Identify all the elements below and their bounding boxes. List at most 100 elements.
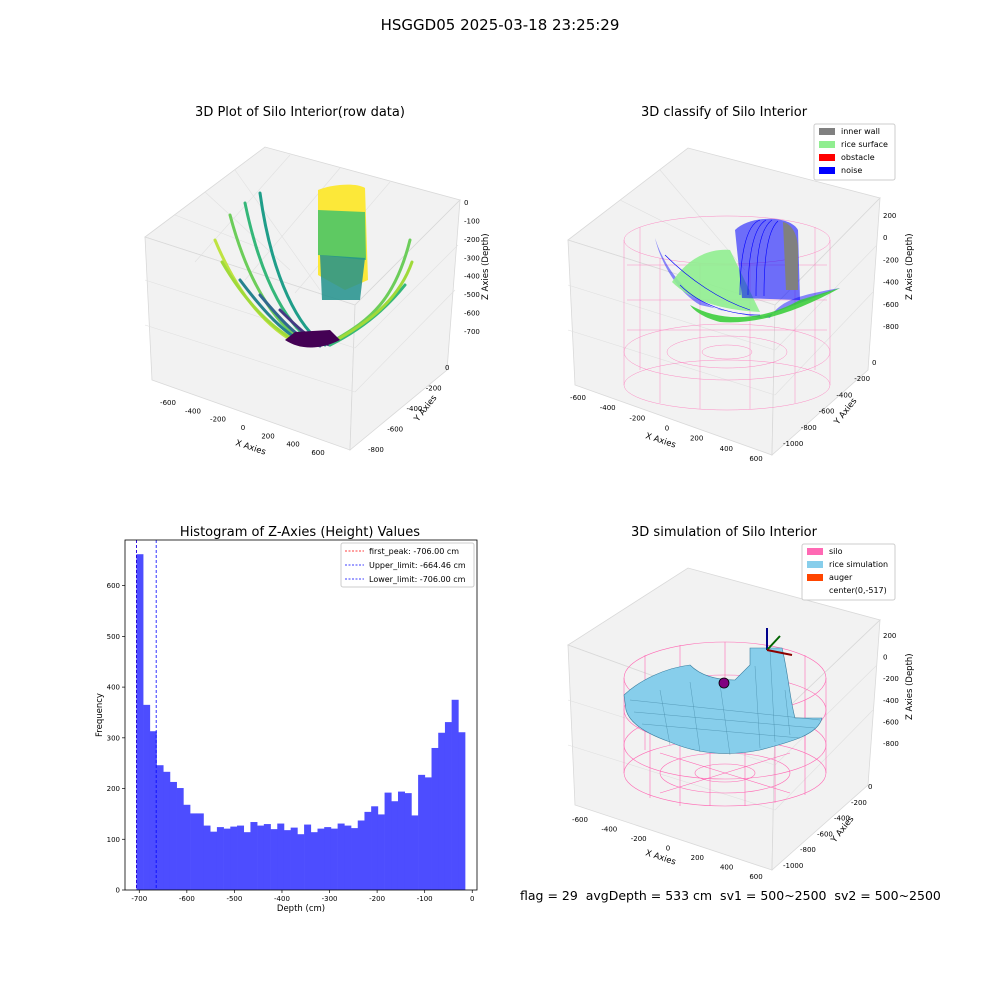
histogram-ytick-label: 300 <box>107 734 120 742</box>
histogram-bar <box>310 832 318 890</box>
z-tick-label: -400 <box>464 273 480 281</box>
histogram-xtick-label: -500 <box>226 895 242 903</box>
z-tick-label: -100 <box>464 217 480 225</box>
z-tick-label: -200 <box>464 236 480 244</box>
histogram-bar <box>317 828 325 890</box>
histogram-bar <box>364 811 372 890</box>
histogram-bar <box>351 828 359 890</box>
x-tick-label: 600 <box>311 449 324 457</box>
histogram-bar <box>283 830 291 890</box>
histogram-bar <box>424 777 432 890</box>
z-tick-label: -200 <box>883 256 899 264</box>
x-tick-label: -400 <box>185 407 201 415</box>
x-tick-label: 200 <box>261 432 274 440</box>
plot3d-simulation: 3D simulation of Silo Interior <box>567 525 915 881</box>
histogram-bar <box>397 791 405 890</box>
y-tick-label: 0 <box>872 359 876 367</box>
histogram-bar <box>330 828 338 890</box>
y-tick-label: -200 <box>426 385 442 393</box>
plot3d-classify: 3D classify of Silo Interior <box>567 105 915 463</box>
legend-first-peak: first_peak: -706.00 cm <box>369 547 459 556</box>
x-tick-label: 0 <box>241 424 245 432</box>
z-tick-label: -200 <box>883 675 899 683</box>
histogram-bar <box>230 826 238 890</box>
x-tick-label: 200 <box>690 435 703 443</box>
x-tick-label: 400 <box>720 445 733 453</box>
x-tick-label: -400 <box>600 404 616 412</box>
plot3d-raw-title: 3D Plot of Silo Interior(row data) <box>195 105 405 120</box>
histogram-ytick-label: 600 <box>107 582 120 590</box>
histogram-bar <box>324 827 332 890</box>
z-tick-label: -400 <box>883 697 899 705</box>
y-tick-label: -400 <box>836 391 852 399</box>
histogram-xtick-label: -100 <box>417 895 433 903</box>
histogram-bar <box>337 823 345 890</box>
histogram-panel: Histogram of Z-Axies (Height) Values -70… <box>95 525 478 914</box>
histogram-xtick-label: -400 <box>274 895 290 903</box>
plot3d-simulation-legend: silo rice simulation auger center(0,-517… <box>801 543 896 601</box>
histogram-bar <box>344 825 352 890</box>
plot3d-raw-xlabel: X Axies <box>234 438 267 457</box>
x-tick-label: 400 <box>720 864 733 872</box>
z-tick-label: -600 <box>883 301 899 309</box>
y-tick-label: -200 <box>854 375 870 383</box>
histogram-ytick-label: 500 <box>107 633 120 641</box>
histogram-bar <box>143 704 151 890</box>
histogram-xtick-label: -200 <box>369 895 385 903</box>
z-tick-label: 0 <box>883 234 887 242</box>
legend-auger: auger <box>829 573 853 582</box>
y-tick-label: -400 <box>834 815 850 823</box>
histogram-bar <box>377 814 385 890</box>
x-tick-label: -600 <box>572 816 588 824</box>
x-tick-label: -200 <box>210 416 226 424</box>
y-tick-label: -1000 <box>783 862 803 870</box>
plot3d-simulation-xlabel: X Axies <box>644 848 677 867</box>
histogram-bar <box>169 781 177 890</box>
histogram-title: Histogram of Z-Axies (Height) Values <box>180 525 420 540</box>
histogram-xtick-label: -600 <box>179 895 195 903</box>
histogram-bar <box>196 813 204 890</box>
histogram-bar <box>444 722 452 890</box>
plot3d-classify-legend: inner wall rice surface obstacle noise <box>813 123 896 181</box>
histogram-xtick-label: -300 <box>322 895 338 903</box>
histogram-bar <box>304 824 312 890</box>
histogram-bar <box>384 792 392 890</box>
histogram-bar <box>250 822 258 890</box>
histogram-ytick-label: 200 <box>107 785 120 793</box>
histogram-bar <box>438 732 446 890</box>
histogram-bars <box>136 554 466 890</box>
x-tick-label: 0 <box>666 845 670 853</box>
histogram-bar <box>418 774 426 890</box>
x-tick-label: -600 <box>570 394 586 402</box>
z-tick-label: -700 <box>464 328 480 336</box>
x-tick-label: 200 <box>691 854 704 862</box>
histogram-ytick-label: 100 <box>107 836 120 844</box>
z-tick-label: 200 <box>883 212 896 220</box>
histogram-bar <box>277 823 285 890</box>
histogram-bar <box>136 554 144 890</box>
histogram-bar <box>357 820 365 890</box>
x-tick-label: 600 <box>749 873 762 881</box>
legend-center: center(0,-517) <box>829 586 887 595</box>
y-tick-label: -800 <box>801 424 817 432</box>
plot3d-classify-ylabel: Y Axies <box>832 396 860 428</box>
plot3d-simulation-title: 3D simulation of Silo Interior <box>631 525 818 540</box>
histogram-reference-lines <box>136 540 157 890</box>
histogram-xlabel: Depth (cm) <box>277 904 325 914</box>
y-tick-label: 0 <box>868 783 872 791</box>
y-tick-label: 0 <box>445 364 449 372</box>
histogram-bar <box>237 825 245 890</box>
histogram-bar <box>156 765 164 890</box>
legend-inner-wall: inner wall <box>841 127 880 136</box>
z-tick-label: -600 <box>464 310 480 318</box>
y-tick-label: -600 <box>387 426 403 434</box>
z-tick-label: -600 <box>883 718 899 726</box>
histogram-axes-frame <box>124 539 478 891</box>
z-tick-label: -800 <box>883 323 899 331</box>
histogram-bar <box>458 732 466 890</box>
histogram-bar <box>190 813 198 890</box>
x-tick-label: -200 <box>629 414 645 422</box>
histogram-bar <box>183 804 191 890</box>
histogram-bar <box>404 793 412 890</box>
